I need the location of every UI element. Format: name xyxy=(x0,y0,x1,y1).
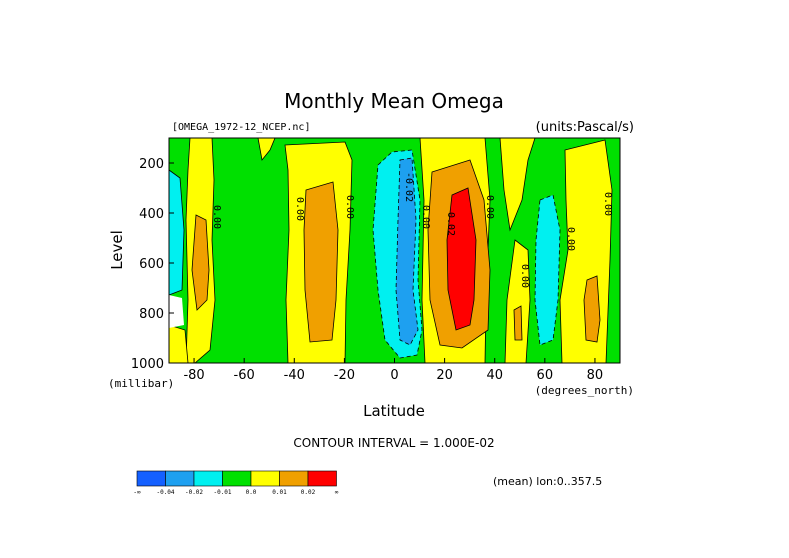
file-label: [OMEGA_1972-12_NCEP.nc] xyxy=(172,122,310,133)
contour-label: 0.00 xyxy=(344,195,355,219)
contour-label: 0.02 xyxy=(445,212,456,236)
y-axis: 200 400 600 800 1000 xyxy=(131,157,174,372)
contour-label: 0.00 xyxy=(484,195,495,219)
contour-label: -0.02 xyxy=(403,172,414,202)
colorbar-label: ∞ xyxy=(335,489,339,496)
y-tick-label: 400 xyxy=(139,207,164,222)
colorbar: -∞ -0.04 -0.02 -0.01 0.0 0.01 0.02 ∞ xyxy=(133,470,339,496)
colorbar-label: -∞ xyxy=(133,489,141,496)
y-tick-label: 600 xyxy=(139,257,164,272)
colorbar-label: 0.02 xyxy=(301,489,316,496)
x-tick-label: 60 xyxy=(537,368,554,383)
x-tick-label: -20 xyxy=(334,368,355,383)
contour-labels: 0.00 0.00 0.00 -0.02 0.00 0.02 0.00 0.00… xyxy=(211,172,613,288)
y-tick-label: 800 xyxy=(139,307,164,322)
colorbar-label: -0.04 xyxy=(156,489,174,496)
contour-label: 0.00 xyxy=(211,205,222,229)
contour-interval: CONTOUR INTERVAL = 1.000E-02 xyxy=(293,436,494,450)
contour-label: 0.00 xyxy=(519,264,530,288)
x-unit-label: (degrees_north) xyxy=(535,384,634,397)
contour-label: 0.00 xyxy=(565,227,576,251)
x-tick-label: 20 xyxy=(436,368,453,383)
chart-title: Monthly Mean Omega xyxy=(284,89,504,113)
colorbar-swatch xyxy=(136,470,166,487)
x-tick-label: -80 xyxy=(183,368,204,383)
colorbar-swatch xyxy=(193,470,223,487)
contour-label: 0.00 xyxy=(294,197,305,221)
mean-note: (mean) lon:0..357.5 xyxy=(493,475,602,488)
y-unit-label: (millibar) xyxy=(108,377,174,390)
colorbar-label: -0.01 xyxy=(213,489,231,496)
units-label: (units:Pascal/s) xyxy=(536,120,634,135)
colorbar-swatch xyxy=(250,470,280,487)
colorbar-label: 0.01 xyxy=(272,489,287,496)
x-tick-label: 80 xyxy=(587,368,604,383)
x-axis-label: Latitude xyxy=(363,402,425,420)
contour-blue xyxy=(395,157,419,346)
colorbar-swatch xyxy=(307,470,337,487)
contour-label: 0.00 xyxy=(602,192,613,216)
colorbar-swatch xyxy=(222,470,252,487)
missing-area xyxy=(169,295,184,328)
contour-label: 0.00 xyxy=(420,205,431,229)
colorbar-swatch xyxy=(165,470,195,487)
contour-red xyxy=(446,187,477,331)
x-tick-label: 40 xyxy=(486,368,503,383)
colorbar-label: -0.02 xyxy=(185,489,203,496)
colorbar-swatch xyxy=(279,470,309,487)
plot-area: 0.00 0.00 0.00 -0.02 0.00 0.02 0.00 0.00… xyxy=(168,137,621,364)
y-axis-label: Level xyxy=(108,230,126,270)
x-tick-label: -40 xyxy=(284,368,305,383)
colorbar-label: 0.0 xyxy=(246,489,257,496)
x-tick-label: -60 xyxy=(234,368,255,383)
y-tick-label: 200 xyxy=(139,157,164,172)
y-tick-label: 1000 xyxy=(131,357,164,372)
x-axis: -80 -60 -40 -20 0 20 40 60 80 xyxy=(183,358,603,383)
x-tick-label: 0 xyxy=(390,368,398,383)
